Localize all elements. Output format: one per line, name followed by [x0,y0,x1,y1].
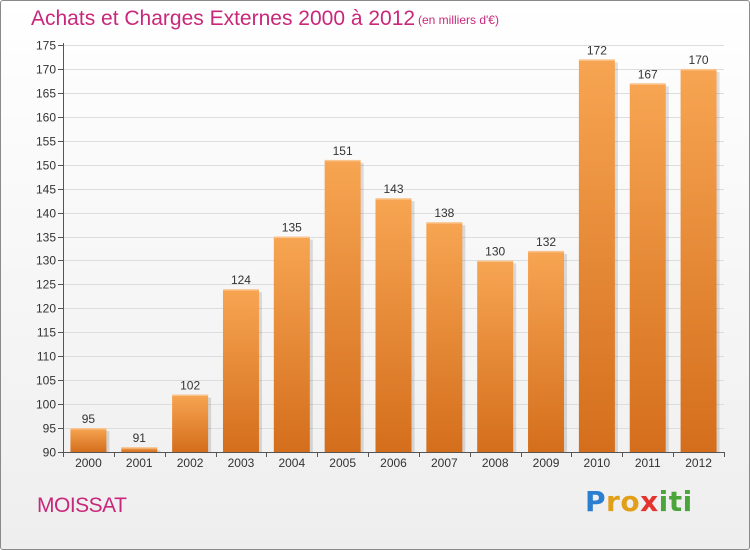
data-label: 172 [587,43,607,57]
bar-highlight [375,198,412,200]
x-tick-label: 2005 [329,456,356,470]
y-tick-label: 95 [43,422,57,436]
x-tick-label: 2007 [431,456,458,470]
bar [121,447,158,452]
bar [426,222,463,452]
x-tick-label: 2001 [126,456,153,470]
bar [324,159,361,452]
x-tick-label: 2002 [177,456,204,470]
bar [222,289,259,452]
y-tick-label: 120 [36,302,56,316]
commune-name: MOISSAT [37,494,127,517]
y-tick-label: 125 [36,278,56,292]
data-label: 138 [434,206,454,220]
y-tick-label: 170 [36,63,56,77]
bar [528,250,565,452]
logo-letter: i [682,485,693,518]
logo-letter: P [585,485,607,518]
proxiti-logo: Proxiti [585,485,693,518]
data-label: 143 [383,182,403,196]
data-label: 130 [485,244,505,258]
chart-subtitle: (en milliers d'€) [418,13,499,27]
bar [578,59,615,452]
y-tick-label: 90 [43,446,57,460]
logo-letter: r [606,485,621,518]
data-label: 132 [536,235,556,249]
bar-highlight [222,289,259,291]
bar [273,236,310,452]
bar-highlight [121,447,158,449]
bar-highlight [578,59,615,61]
data-label: 91 [133,431,147,445]
y-tick-label: 160 [36,111,56,125]
y-tick-label: 105 [36,374,56,388]
bar [70,428,107,452]
bar [172,394,209,452]
x-tick-label: 2000 [75,456,102,470]
bar [680,68,717,453]
bar-highlight [70,428,107,430]
y-tick-label: 115 [37,326,56,340]
bar-highlight [629,83,666,85]
x-tick-label: 2009 [533,456,560,470]
y-tick-label: 150 [36,159,56,173]
logo-letter: x [640,485,659,518]
x-tick-label: 2012 [685,456,712,470]
data-label: 135 [282,221,302,235]
y-tick-label: 130 [36,254,56,268]
x-tick-label: 2003 [228,456,255,470]
logo-letter: o [620,485,641,518]
data-label: 167 [638,67,658,81]
y-tick-label: 155 [36,135,56,149]
chart-title: Achats et Charges Externes 2000 à 2012 [31,7,416,30]
y-tick-label: 100 [36,398,56,412]
y-tick-label: 135 [36,231,56,245]
logo-letter: t [668,485,683,518]
x-tick-label: 2006 [380,456,407,470]
bar-highlight [324,159,361,162]
bar-highlight [426,222,463,224]
bar [629,83,666,453]
bar [477,260,514,452]
logo-letter: i [658,485,669,518]
x-tick-label: 2004 [278,456,305,470]
x-tick-label: 2011 [635,456,661,470]
bar-highlight [172,394,209,397]
bar-highlight [477,260,514,262]
y-tick-label: 145 [36,183,56,197]
data-label: 170 [689,53,709,67]
y-tick-label: 110 [37,350,56,364]
x-tick-label: 2010 [584,456,611,470]
data-label: 95 [82,412,96,426]
data-label: 124 [231,273,251,287]
bar-highlight [680,68,717,71]
data-label: 102 [180,379,200,393]
data-label: 151 [333,144,353,158]
y-tick-label: 165 [36,87,56,101]
bar-highlight [528,250,565,253]
bar [375,198,412,452]
y-tick-label: 175 [36,39,56,53]
bar-highlight [273,236,310,239]
x-tick-label: 2008 [482,456,509,470]
y-tick-label: 140 [36,207,56,221]
